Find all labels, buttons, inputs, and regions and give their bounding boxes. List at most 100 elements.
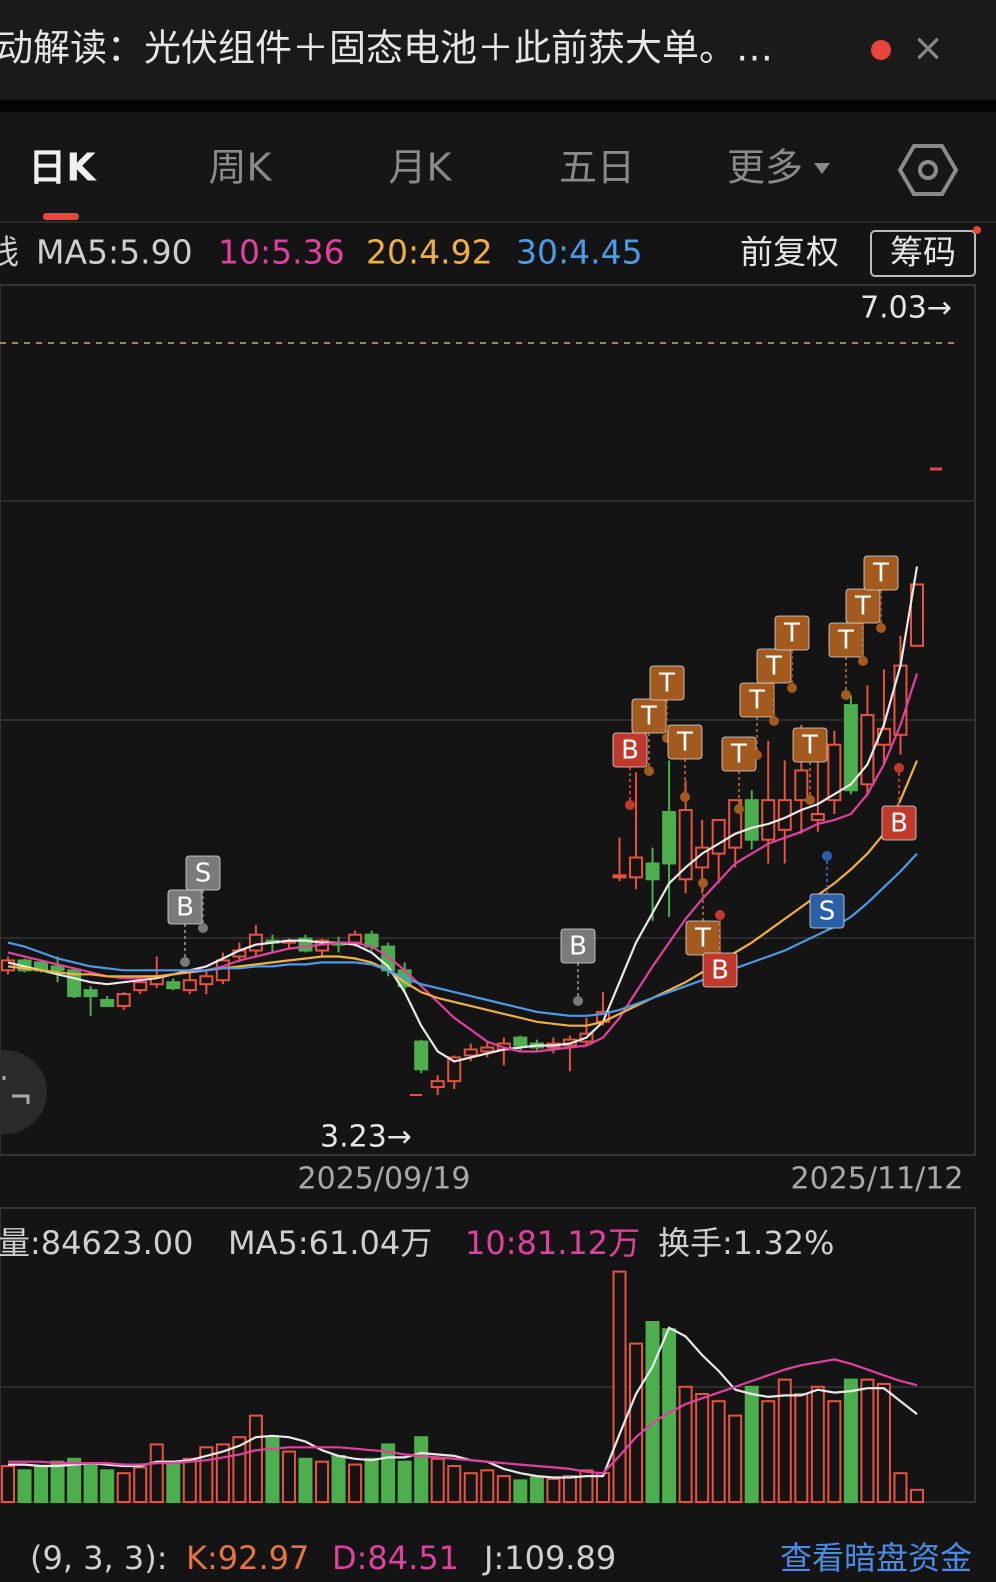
volume-bar <box>447 1465 462 1503</box>
signal-label: T <box>801 731 818 761</box>
candle-body <box>629 856 644 879</box>
signal-badge <box>792 727 828 763</box>
volume-bar <box>595 1472 610 1503</box>
tab[interactable]: 日K <box>28 146 97 190</box>
volume-bar <box>827 1400 842 1503</box>
signal-dot <box>680 792 690 802</box>
ma20-label: 20:4.92 <box>366 233 493 272</box>
signal-badge <box>167 889 203 925</box>
tab[interactable]: 月K <box>389 146 453 190</box>
tab-indicator <box>43 213 79 220</box>
tab[interactable]: 更多 <box>727 146 803 190</box>
candle-body <box>843 704 858 792</box>
signal-label: T <box>837 626 854 656</box>
candle-body <box>83 989 98 998</box>
signal-dot <box>769 716 779 726</box>
signal-badge <box>185 855 221 891</box>
volume-bar <box>546 1477 561 1503</box>
signal-label: T <box>872 559 889 589</box>
candle-body <box>199 975 214 986</box>
candle-body <box>50 965 65 972</box>
signal-label: B <box>711 956 729 986</box>
min-price-label: 3.23→ <box>320 1120 412 1155</box>
candle-body <box>761 799 776 841</box>
volume-bar <box>876 1382 891 1503</box>
candle-body <box>133 981 148 992</box>
volume-bar <box>364 1457 379 1503</box>
candle-body <box>744 799 759 841</box>
signal-label: T <box>694 924 711 954</box>
candle-body <box>860 714 875 786</box>
signal-dot <box>180 957 190 967</box>
ma-prefix: 线 <box>0 233 19 272</box>
volume-ma10: 10:81.12万 <box>465 1224 640 1262</box>
signal-badge <box>667 724 703 760</box>
volume-bar <box>331 1454 346 1503</box>
signal-badge <box>881 805 917 841</box>
volume-bar <box>166 1463 181 1503</box>
ma-line <box>7 852 918 1017</box>
settings-icon[interactable] <box>897 144 959 196</box>
volume-bar <box>414 1436 429 1503</box>
volume-bar <box>430 1457 445 1503</box>
signal-badge <box>612 732 648 768</box>
signal-label: B <box>890 809 908 839</box>
max-price-label: 7.03→ <box>860 291 952 326</box>
volume-bar <box>83 1463 98 1503</box>
candle-body <box>215 959 230 982</box>
signal-dot <box>752 750 762 760</box>
chips-button[interactable]: 筹码 <box>890 233 956 272</box>
volume-bars <box>1 1270 924 1503</box>
fullscreen-icon <box>2 1076 30 1104</box>
divider <box>0 100 996 112</box>
volume-bar <box>843 1378 858 1503</box>
date-label: 2025/11/12 <box>791 1162 964 1197</box>
volume-bar <box>248 1414 263 1503</box>
signal-badge <box>863 555 899 591</box>
signal-badge <box>649 665 685 701</box>
ma30-label: 30:4.45 <box>516 233 643 272</box>
signal-label: T <box>640 702 657 732</box>
volume-bar <box>496 1475 511 1503</box>
chips-button-frame[interactable] <box>870 230 976 277</box>
fullscreen-button[interactable] <box>0 1050 47 1134</box>
volume-bar <box>1 1465 15 1503</box>
candle-body <box>100 999 115 1007</box>
volume-bar <box>17 1469 32 1503</box>
signal-dot <box>715 910 725 920</box>
kdj-k: K:92.97 <box>186 1539 309 1577</box>
volume-bar <box>810 1385 825 1503</box>
volume-bar <box>529 1476 544 1503</box>
signal-label: T <box>854 592 871 622</box>
volume-bar <box>67 1457 82 1503</box>
signal-dot <box>698 878 708 888</box>
tab[interactable]: 周K <box>209 146 273 190</box>
adjust-mode[interactable]: 前复权 <box>740 233 839 272</box>
volume-bar <box>744 1385 759 1503</box>
volume-bar <box>50 1460 65 1503</box>
tab[interactable]: 五日 <box>559 146 635 190</box>
candle-body <box>298 937 313 952</box>
candle-body <box>116 993 131 1007</box>
volume-bar <box>100 1469 115 1503</box>
volume-bar <box>678 1385 693 1503</box>
headline[interactable]: 动解读：光伏组件＋固态电池＋此前获大单。… <box>0 27 773 70</box>
volume-bar <box>761 1400 776 1503</box>
candle-body <box>430 1080 445 1089</box>
signal-badge <box>774 615 810 651</box>
candle-body <box>182 979 197 992</box>
close-button[interactable]: × <box>912 26 944 70</box>
volume-bar <box>463 1472 478 1503</box>
signal-label: S <box>819 897 836 927</box>
dark-pool-link[interactable]: 查看暗盘资金 <box>780 1539 972 1577</box>
volume-bar <box>860 1378 875 1503</box>
ma-line <box>7 566 919 1063</box>
signal-label: S <box>195 859 212 889</box>
candle-body <box>1 959 15 972</box>
candle-body <box>463 1048 478 1057</box>
volume-bar <box>480 1469 495 1503</box>
badge <box>973 226 981 234</box>
volume-bar <box>149 1443 164 1503</box>
